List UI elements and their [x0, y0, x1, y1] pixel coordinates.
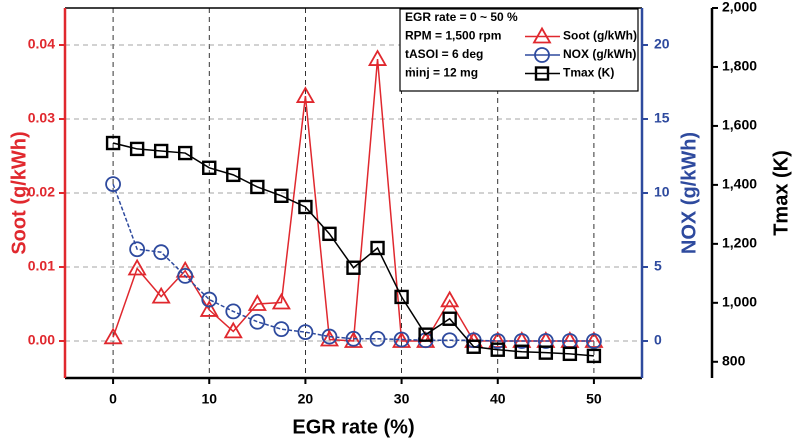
data-point: [345, 330, 362, 347]
x-tick-label: 30: [394, 391, 410, 407]
x-tick-label: 10: [201, 391, 217, 407]
x-tick-label: 40: [490, 391, 506, 407]
y3-tick-label: 1,200: [722, 235, 757, 251]
data-point: [202, 160, 217, 175]
data-point: [489, 333, 506, 349]
data-point: [201, 291, 218, 308]
y2-tick-label: 15: [654, 110, 670, 126]
data-point: [225, 303, 242, 320]
data-point: [514, 344, 529, 359]
data-point: [343, 331, 364, 348]
y-tick-label: 0.04: [28, 36, 55, 52]
legend-marker: [532, 26, 552, 44]
data-point: [273, 321, 290, 338]
annotation: ṁinj = 12 mg: [405, 66, 478, 80]
data-point: [322, 226, 337, 242]
y-axis-title: Soot (g/kWh): [8, 131, 30, 254]
data-point: [271, 292, 291, 310]
legend-marker: [534, 47, 550, 63]
data-point: [151, 286, 171, 304]
data-point: [584, 331, 604, 348]
data-point: [250, 179, 265, 195]
data-point: [127, 258, 147, 276]
y3-tick-label: 800: [722, 352, 746, 368]
data-point: [367, 49, 388, 66]
data-point: [512, 331, 532, 348]
data-point: [297, 324, 314, 341]
data-point: [319, 329, 340, 347]
y3-tick-label: 1,800: [722, 58, 757, 74]
series-line: [112, 58, 594, 342]
annotation: tASOI = 6 deg: [405, 47, 483, 61]
data-point: [103, 327, 123, 345]
y3-axis-title: Tmax (K): [770, 150, 792, 236]
y-tick-label: 0.00: [28, 332, 55, 348]
y2-tick-label: 0: [654, 332, 662, 348]
data-point: [295, 86, 315, 103]
y3-tick-label: 1,000: [722, 294, 757, 310]
data-point: [369, 330, 386, 347]
data-point: [226, 167, 241, 183]
legend-box: [399, 8, 639, 92]
annotation: EGR rate = 0 ~ 50 %: [405, 10, 518, 24]
data-point: [488, 331, 508, 348]
data-point: [394, 289, 409, 305]
y-tick-label: 0.03: [28, 110, 55, 126]
series-line: [112, 183, 594, 342]
data-point: [129, 141, 145, 157]
data-point: [153, 143, 169, 159]
legend-label: Tmax (K): [563, 66, 614, 80]
y-tick-label: 0.02: [28, 184, 55, 200]
data-point: [153, 244, 170, 261]
data-point: [393, 331, 410, 348]
y2-tick-label: 20: [654, 36, 670, 52]
data-point: [418, 327, 433, 342]
data-point: [513, 333, 530, 349]
data-point: [298, 199, 313, 215]
data-point: [274, 188, 289, 204]
data-point: [105, 135, 121, 151]
data-point: [562, 346, 578, 362]
data-point: [370, 240, 385, 256]
legend-label: NOX (g/kWh): [563, 47, 636, 61]
data-point: [346, 260, 361, 275]
data-point: [537, 333, 554, 349]
x-axis-title: EGR rate (%): [292, 416, 414, 438]
y2-tick-label: 5: [654, 258, 662, 274]
data-point: [538, 345, 554, 360]
data-point: [321, 328, 338, 345]
legend-marker: [534, 66, 550, 81]
data-point: [178, 145, 193, 161]
data-point: [466, 339, 481, 354]
x-tick-label: 0: [109, 391, 117, 407]
x-tick-label: 50: [586, 391, 602, 407]
y3-tick-label: 1,600: [722, 117, 757, 133]
y-tick-label: 0.01: [28, 258, 55, 274]
data-point: [177, 267, 194, 284]
data-point: [586, 348, 602, 364]
data-point: [490, 342, 505, 357]
data-point: [441, 332, 458, 349]
data-point: [249, 313, 266, 330]
y2-tick-label: 10: [654, 184, 670, 200]
data-point: [105, 176, 121, 193]
y3-tick-label: 1,400: [722, 176, 757, 192]
data-point: [586, 333, 602, 349]
y2-axis-title: NOX (g/kWh): [678, 132, 700, 254]
annotation: RPM = 1,500 rpm: [405, 29, 501, 43]
data-point: [199, 300, 219, 317]
legend-label: Soot (g/kWh): [563, 29, 637, 43]
x-tick-label: 20: [298, 391, 314, 407]
data-point: [440, 290, 460, 308]
data-point: [129, 241, 146, 258]
data-point: [247, 294, 267, 311]
y3-tick-label: 2,000: [722, 0, 757, 15]
series-line: [112, 142, 594, 357]
data-point: [442, 311, 457, 326]
data-point: [223, 321, 243, 339]
